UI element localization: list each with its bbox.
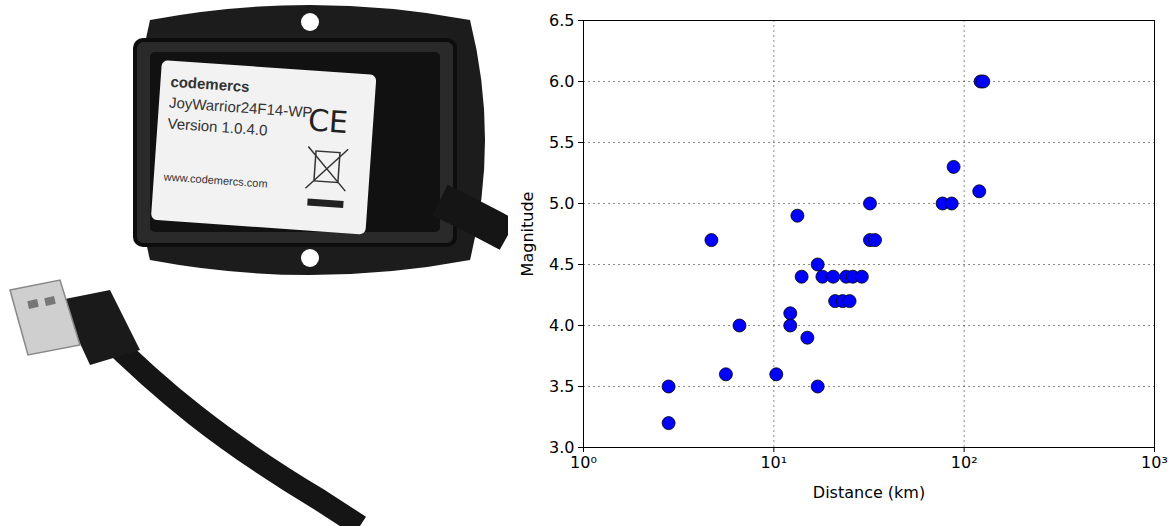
svg-text:www.codemercs.com: www.codemercs.com (162, 170, 268, 189)
svg-text:codemercs: codemercs (170, 73, 250, 95)
svg-text:Version 1.0.4.0: Version 1.0.4.0 (167, 115, 268, 139)
svg-text:3.0: 3.0 (549, 437, 575, 457)
svg-text:10¹: 10¹ (760, 453, 787, 472)
svg-text:10³: 10³ (1141, 453, 1168, 472)
svg-text:Distance (km): Distance (km) (813, 483, 925, 502)
svg-text:CE: CE (307, 102, 349, 140)
svg-text:4.5: 4.5 (549, 255, 574, 274)
svg-text:6.5: 6.5 (549, 11, 574, 30)
svg-text:5.0: 5.0 (549, 194, 574, 213)
svg-text:5.5: 5.5 (549, 133, 574, 152)
svg-text:4.0: 4.0 (549, 316, 574, 335)
svg-text:6.0: 6.0 (549, 72, 574, 91)
svg-text:10²: 10² (951, 453, 978, 472)
svg-text:Magnitude: Magnitude (518, 192, 537, 277)
svg-text:3.5: 3.5 (549, 377, 574, 396)
svg-text:10⁰: 10⁰ (570, 453, 597, 472)
svg-text:JoyWarrior24F14-WP: JoyWarrior24F14-WP (168, 93, 313, 121)
